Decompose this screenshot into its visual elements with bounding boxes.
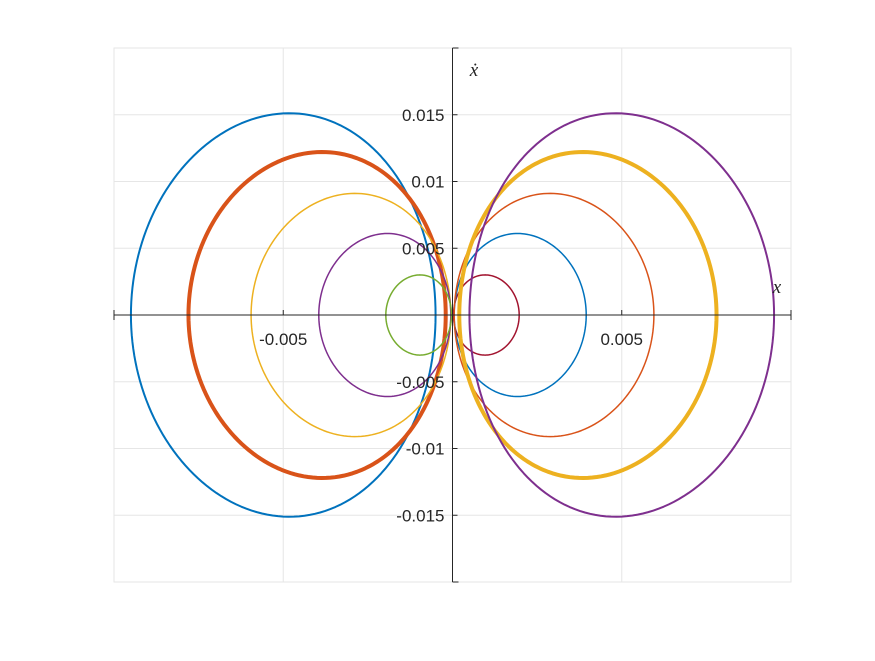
y-axis-label: ẋ (469, 60, 479, 81)
y-tick-label-1: -0.01 (406, 440, 445, 459)
x-tick-label-0: -0.005 (259, 330, 307, 349)
y-tick-label-2: -0.005 (396, 373, 444, 392)
y-tick-label-0: -0.015 (396, 506, 444, 525)
y-tick-label-3: 0.005 (402, 239, 445, 258)
x-axis-label: x (772, 277, 782, 298)
x-tick-label-1: 0.005 (600, 330, 643, 349)
y-tick-label-5: 0.015 (402, 106, 445, 125)
y-tick-label-4: 0.01 (411, 173, 444, 192)
